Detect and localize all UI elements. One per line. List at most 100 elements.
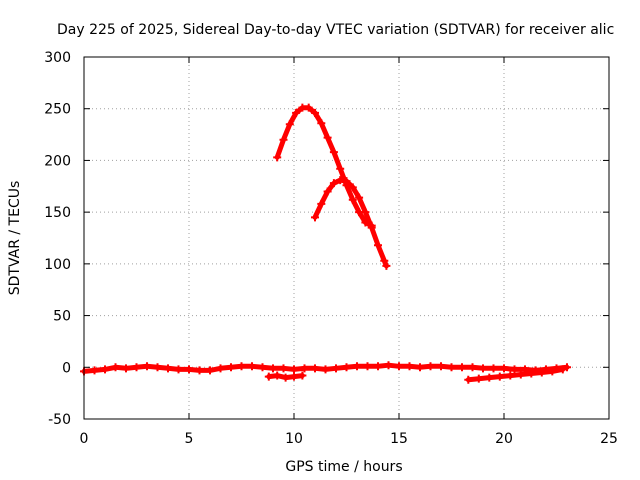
y-tick-label: 200 bbox=[44, 153, 71, 169]
data-point bbox=[317, 199, 326, 208]
x-tick-labels: 0 5 10 15 20 25 bbox=[80, 431, 618, 447]
data-point bbox=[395, 362, 403, 371]
data-point bbox=[342, 363, 351, 372]
data-point bbox=[298, 371, 307, 380]
data-point bbox=[495, 372, 504, 381]
data-point bbox=[447, 363, 456, 372]
data-point bbox=[516, 370, 525, 379]
data-point bbox=[227, 363, 235, 372]
data-point bbox=[143, 362, 151, 371]
data-point bbox=[489, 364, 498, 373]
data-point bbox=[342, 177, 351, 186]
series-line bbox=[274, 105, 375, 229]
axis-ticks bbox=[83, 56, 610, 420]
data-point bbox=[355, 193, 364, 202]
data-point bbox=[500, 364, 508, 373]
data-point bbox=[380, 256, 389, 265]
data-point bbox=[563, 363, 571, 372]
data-point bbox=[323, 187, 332, 196]
data-point bbox=[237, 362, 246, 371]
data-point bbox=[164, 364, 172, 373]
data-point bbox=[382, 261, 391, 270]
data-point bbox=[506, 371, 515, 380]
data-point bbox=[311, 213, 319, 222]
plot-frame bbox=[83, 56, 610, 420]
y-axis-label: SDTVAR / TECUs bbox=[7, 181, 23, 296]
data-point bbox=[258, 363, 267, 372]
data-point bbox=[206, 366, 214, 375]
data-point bbox=[195, 366, 204, 375]
data-point bbox=[416, 363, 424, 372]
series-dip-near-10h bbox=[264, 371, 307, 382]
y-tick-label: -50 bbox=[48, 412, 71, 428]
data-point bbox=[153, 363, 162, 372]
data-point bbox=[329, 179, 338, 188]
data-point bbox=[321, 365, 330, 374]
data-point bbox=[405, 362, 414, 371]
data-point bbox=[361, 208, 370, 217]
data-point bbox=[353, 362, 361, 371]
data-point bbox=[216, 364, 225, 373]
data-point bbox=[273, 371, 282, 380]
data-point bbox=[304, 103, 313, 112]
data-point bbox=[300, 364, 309, 373]
data-point bbox=[248, 362, 256, 371]
data-point bbox=[458, 363, 466, 372]
data-point bbox=[558, 365, 567, 374]
x-tick-label: 25 bbox=[600, 431, 618, 447]
data-point bbox=[122, 364, 130, 373]
data-point bbox=[510, 365, 519, 374]
x-tick-label: 10 bbox=[285, 431, 303, 447]
data-point bbox=[426, 362, 435, 371]
y-tick-label: 0 bbox=[62, 360, 71, 376]
data-point bbox=[485, 373, 494, 382]
y-tick-labels: -50 0 50 100 150 200 250 300 bbox=[44, 50, 71, 428]
series-layer bbox=[80, 103, 571, 384]
data-point bbox=[292, 108, 301, 117]
data-point bbox=[323, 133, 332, 142]
data-point bbox=[363, 362, 372, 371]
data-point bbox=[273, 153, 282, 162]
x-tick-label: 20 bbox=[495, 431, 513, 447]
data-point bbox=[281, 373, 290, 382]
series-dip-near-19h bbox=[464, 365, 567, 384]
y-tick-label: 100 bbox=[44, 257, 71, 273]
chart-title: Day 225 of 2025, Sidereal Day-to-day VTE… bbox=[57, 22, 614, 38]
data-point bbox=[290, 372, 298, 381]
data-point bbox=[132, 363, 141, 372]
data-point bbox=[332, 364, 340, 373]
data-point bbox=[384, 361, 393, 370]
data-point bbox=[374, 241, 382, 250]
data-point bbox=[101, 365, 109, 374]
x-tick-label: 15 bbox=[390, 431, 408, 447]
data-point bbox=[437, 362, 445, 371]
data-point bbox=[336, 164, 345, 173]
x-tick-label: 5 bbox=[185, 431, 194, 447]
data-point bbox=[548, 367, 557, 376]
data-point bbox=[90, 366, 99, 375]
data-point bbox=[279, 135, 288, 144]
data-point bbox=[311, 108, 319, 117]
data-point bbox=[348, 195, 357, 204]
data-point bbox=[527, 369, 536, 378]
data-point bbox=[329, 148, 338, 157]
series-line bbox=[465, 366, 566, 383]
x-axis-label: GPS time / hours bbox=[285, 459, 402, 475]
data-point bbox=[111, 363, 120, 372]
data-point bbox=[185, 365, 193, 374]
data-point bbox=[374, 362, 382, 371]
series-arc-2 bbox=[311, 176, 391, 270]
data-point bbox=[367, 223, 376, 232]
x-tick-label: 0 bbox=[80, 431, 89, 447]
series-baseline bbox=[80, 361, 571, 376]
data-point bbox=[290, 365, 298, 374]
data-point bbox=[348, 183, 357, 192]
y-tick-label: 150 bbox=[44, 205, 71, 221]
y-tick-label: 250 bbox=[44, 102, 71, 118]
data-point bbox=[279, 364, 288, 373]
data-point bbox=[264, 372, 273, 381]
data-point bbox=[336, 176, 345, 185]
data-point bbox=[537, 368, 546, 377]
data-point bbox=[269, 364, 277, 373]
